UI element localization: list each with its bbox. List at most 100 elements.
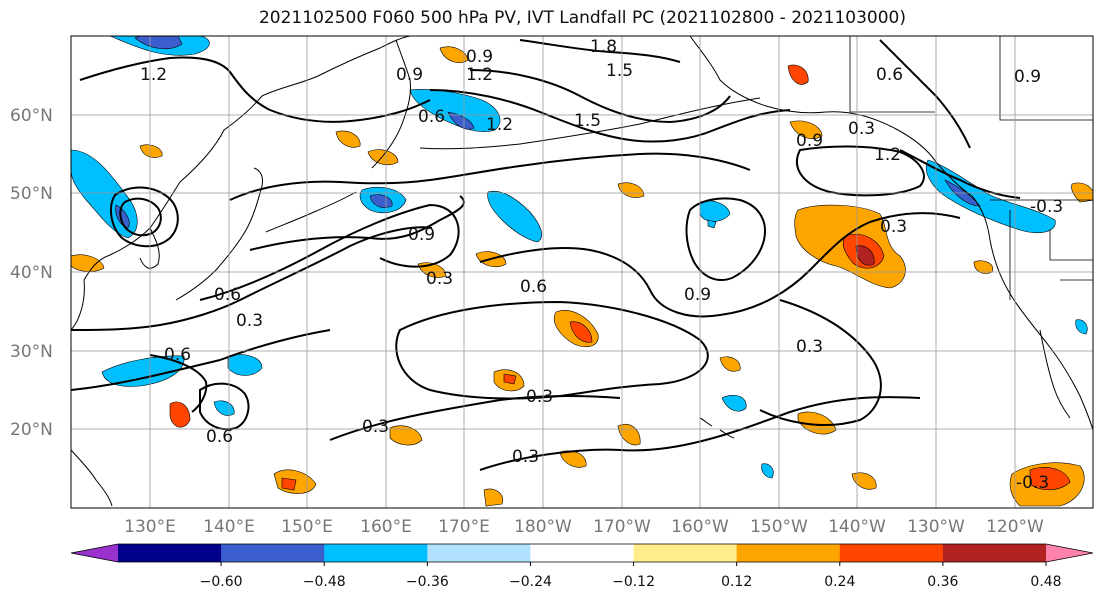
contour-label: 1.2	[140, 65, 167, 85]
coast-asia	[71, 36, 411, 331]
contour-label: 0.9	[408, 225, 435, 245]
contour-0-9-upper	[229, 152, 751, 201]
contour-0-3-center	[395, 300, 709, 400]
contour-0-9-east	[685, 197, 766, 281]
warm-small-12	[797, 411, 837, 435]
coast-korea	[139, 227, 160, 269]
colorbar-outline	[70, 543, 1094, 563]
contour-label: 1.8	[590, 37, 617, 57]
map-title: 2021102500 F060 500 hPa PV, IVT Landfall…	[258, 8, 906, 28]
warm-small-3	[789, 120, 823, 139]
contour-label: 0.3	[362, 417, 389, 437]
contour-ring-na	[795, 145, 925, 197]
border-ak-canada	[849, 36, 935, 113]
warm-core-165w	[569, 321, 593, 343]
contour-label: 1.2	[486, 115, 513, 135]
colorbar-segment	[118, 544, 222, 562]
colorbar-tick-label: 0.48	[1030, 574, 1061, 590]
colorbar-segments	[71, 544, 1093, 562]
blue-area-hawaii	[721, 395, 747, 412]
contour-label: 0.3	[236, 311, 263, 331]
contour-label: 0.6	[214, 285, 241, 305]
colorbar-extend-high	[1046, 544, 1093, 562]
contour-label: 0.9	[396, 65, 423, 85]
contour-label: 1.2	[466, 65, 493, 85]
coast-alaska	[689, 36, 937, 163]
lon-label-140e: 140°E	[203, 517, 255, 537]
colorbar-tick-labels: −0.60 −0.48 −0.36 −0.24 −0.12 0.12 0.24 0.36 0.4…	[200, 574, 1062, 590]
blue-core-west	[115, 204, 130, 229]
coast-japan	[175, 167, 263, 301]
contour-label: 0.6	[876, 65, 903, 85]
colorbar-tick-label: −0.24	[509, 574, 552, 590]
colorbar-tick-label: −0.36	[406, 574, 449, 590]
latitude-labels: 60°N 50°N 40°N 30°N 20°N	[10, 106, 53, 440]
warm-small-6	[139, 144, 163, 158]
contour-label: 0.6	[520, 277, 547, 297]
contour-label: 0.3	[880, 217, 907, 237]
contour-1-8-ring	[519, 39, 681, 63]
warm-area-18n	[389, 425, 423, 446]
colorbar-segment	[736, 544, 841, 562]
colorbar-segment	[633, 544, 738, 562]
contour-0-6-mid	[479, 212, 961, 318]
warm-area-20n-w	[169, 401, 191, 428]
coastlines	[71, 36, 1093, 507]
blue-area-okhotsk	[409, 89, 501, 132]
colorbar-tick-label: −0.48	[303, 574, 346, 590]
colorbar-ticks	[220, 562, 1047, 566]
colorbar-segment	[324, 544, 428, 562]
lon-label-150e: 150°E	[281, 517, 333, 537]
warm-small-17	[483, 488, 504, 507]
blue-area-south	[227, 354, 263, 376]
lat-label-20n: 20°N	[10, 420, 53, 440]
warm-small-7	[617, 182, 645, 198]
contour-label: 0.3	[796, 337, 823, 357]
lon-label-180w: 180°W	[514, 517, 572, 537]
contour-label: 1.5	[574, 111, 601, 131]
colorbar-tick-label: 0.12	[721, 574, 752, 590]
contour-label: 0.3	[426, 269, 453, 289]
lat-label-50n: 50°N	[10, 184, 53, 204]
contour-label: 1.2	[874, 145, 901, 165]
map-panel: 1.8 1.5 1.5 1.2 1.2 1.2 1.2 0.9 0.9 0.9 …	[70, 35, 1094, 509]
contour-ring-ne	[899, 149, 1021, 199]
pv-contours	[71, 39, 1021, 471]
contour-label: 0.6	[164, 345, 191, 365]
contour-label: 0.6	[206, 427, 233, 447]
lon-label-170e: 170°E	[438, 517, 490, 537]
colorbar: −0.60 −0.48 −0.36 −0.24 −0.12 0.12 0.24 0.36 0.4…	[70, 543, 1094, 590]
warm-small-15	[1071, 182, 1093, 203]
border-canada-provinces	[999, 36, 1093, 121]
blue-core-center	[369, 194, 393, 208]
lon-label-150w: 150°W	[750, 517, 808, 537]
blue-area-small-2	[707, 219, 717, 229]
coast-aleutian	[419, 97, 761, 150]
lon-label-160w: 160°W	[671, 517, 729, 537]
warm-small-16	[71, 254, 105, 272]
map-frame	[70, 35, 1094, 509]
contour-label: 0.3	[526, 387, 553, 407]
longitude-labels: 130°E 140°E 150°E 160°E 170°E 180°W 170°…	[124, 517, 1044, 537]
contour-label: 0.9	[466, 47, 493, 67]
contour-label: -0.3	[1030, 197, 1063, 217]
contour-label: 0.3	[512, 447, 539, 467]
blue-area-small-4	[761, 463, 774, 479]
contour-label: -0.3	[1016, 473, 1049, 493]
lon-label-170w: 170°W	[593, 517, 651, 537]
colorbar-segment	[942, 544, 1047, 562]
warm-core-lower-right	[1029, 467, 1071, 491]
lon-label-160e: 160°E	[360, 517, 412, 537]
lon-label-130w: 130°W	[907, 517, 965, 537]
border-us-states	[1009, 210, 1093, 300]
colorbar-segment	[530, 544, 635, 562]
coast-kamchatka	[371, 39, 411, 169]
warm-core-28n	[503, 373, 517, 385]
contour-0-6-north	[79, 56, 431, 123]
blue-area-small-3	[1075, 319, 1088, 335]
warm-small-2	[787, 64, 809, 85]
colorbar-segment	[221, 544, 325, 562]
contour-0-3-west	[71, 203, 460, 391]
boundaries	[849, 36, 1093, 300]
